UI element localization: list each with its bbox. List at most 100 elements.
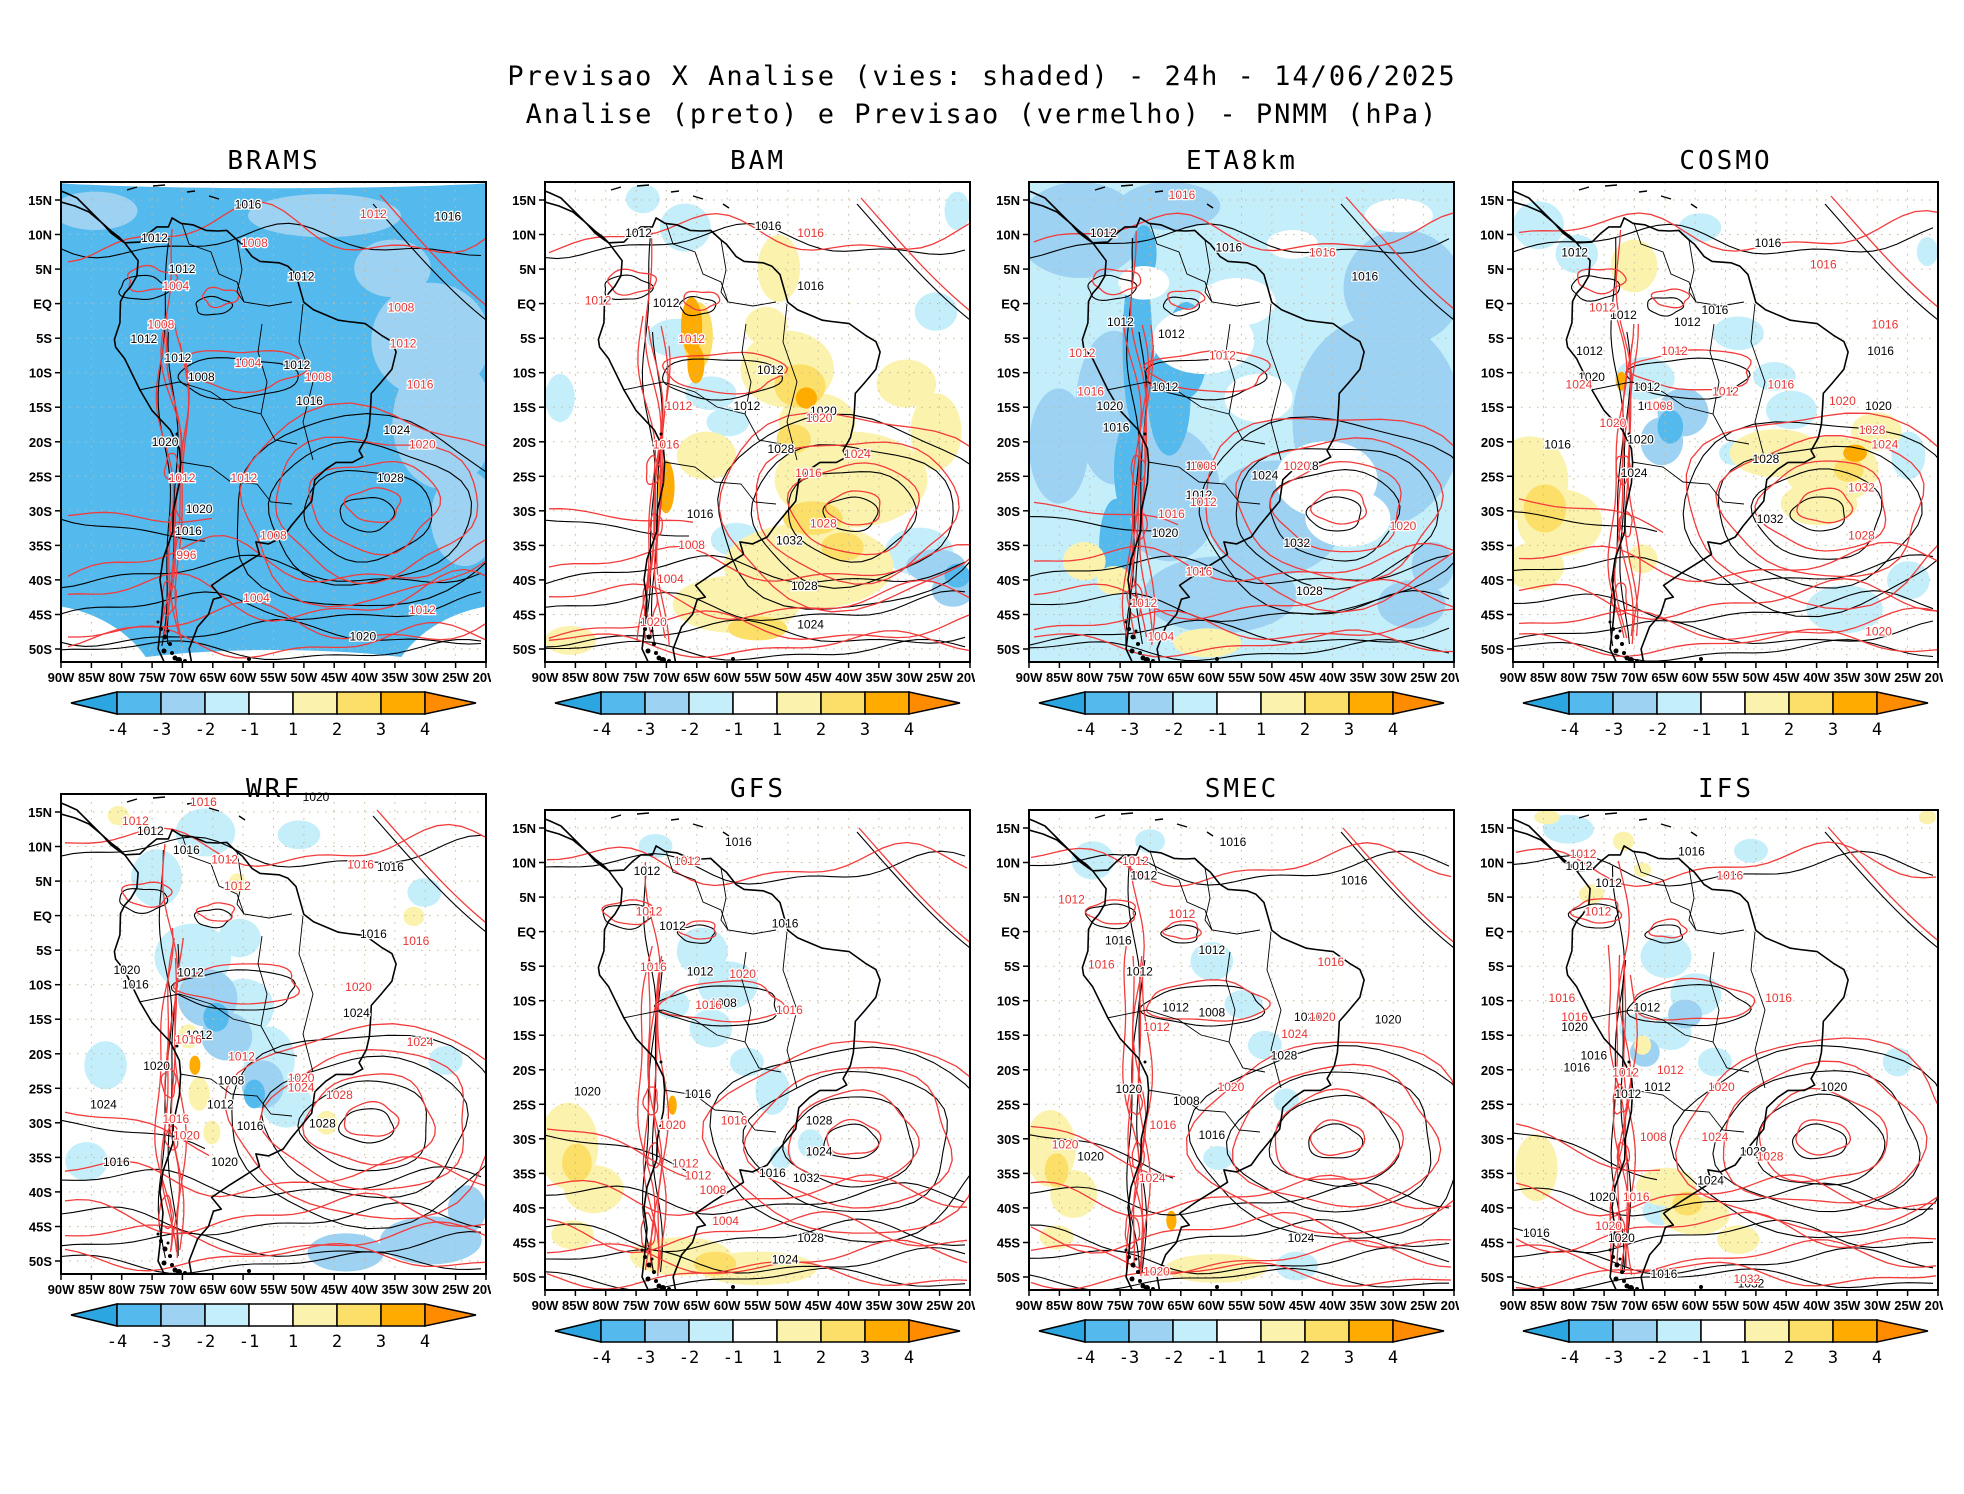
svg-text:1024: 1024 — [772, 1253, 799, 1267]
svg-text:1012: 1012 — [1058, 893, 1085, 907]
svg-text:1012: 1012 — [1661, 344, 1688, 358]
svg-text:15S: 15S — [997, 400, 1020, 415]
svg-text:1012: 1012 — [1570, 847, 1597, 861]
svg-text:40W: 40W — [835, 1298, 862, 1313]
svg-text:45S: 45S — [29, 608, 52, 623]
svg-text:45S: 45S — [513, 608, 536, 623]
svg-text:5N: 5N — [519, 890, 536, 905]
svg-text:25S: 25S — [29, 469, 52, 484]
svg-text:50W: 50W — [291, 1282, 318, 1297]
svg-text:1020: 1020 — [1152, 526, 1179, 540]
svg-text:15N: 15N — [28, 193, 52, 208]
svg-text:1008: 1008 — [188, 370, 215, 384]
svg-text:10S: 10S — [997, 994, 1020, 1009]
svg-text:1020: 1020 — [806, 411, 833, 425]
svg-text:1012: 1012 — [1069, 346, 1096, 360]
svg-text:30W: 30W — [1864, 1298, 1891, 1313]
colorbar-left-arrow — [70, 691, 118, 715]
svg-text:1016: 1016 — [1544, 437, 1571, 451]
lat-axis: 15N 10N 5N EQ 5S 10S 15S 20S 25S 30S 35S 40S 45S 50S — [28, 805, 61, 1269]
svg-text:1016: 1016 — [695, 998, 722, 1012]
svg-text:50S: 50S — [997, 1270, 1020, 1285]
svg-text:1012: 1012 — [186, 1028, 213, 1042]
bias-shading-patches — [545, 834, 824, 1286]
svg-text:25W: 25W — [442, 1282, 469, 1297]
svg-text:1028: 1028 — [797, 1231, 824, 1245]
svg-text:1016: 1016 — [434, 209, 461, 223]
svg-text:1020: 1020 — [303, 792, 330, 804]
svg-text:10N: 10N — [1480, 856, 1504, 871]
colorbar: -4 -3 -2 -1 1 2 3 4 — [554, 691, 961, 740]
svg-text:60W: 60W — [230, 670, 257, 685]
svg-text:1016: 1016 — [1309, 245, 1336, 259]
svg-text:65W: 65W — [683, 670, 710, 685]
svg-text:1028: 1028 — [1757, 1149, 1784, 1163]
colorbar-tick-label: -4 — [591, 1348, 611, 1368]
svg-text:80W: 80W — [1076, 670, 1103, 685]
svg-text:40W: 40W — [1319, 1298, 1346, 1313]
svg-text:10N: 10N — [1480, 228, 1504, 243]
svg-text:15N: 15N — [996, 193, 1020, 208]
svg-text:65W: 65W — [199, 1282, 226, 1297]
panel-ETA8km: ETA8km 1012 1016 1016 1012 1012 1012 1016 1020 10… — [989, 146, 1459, 740]
svg-text:EQ: EQ — [1485, 925, 1504, 940]
lon-axis: 90W 85W 80W 75W 70W 65W 60W 55W 50W 45W 40W 35W 30W 2… — [532, 1290, 975, 1313]
svg-text:1012: 1012 — [659, 919, 686, 933]
svg-text:1004: 1004 — [235, 356, 262, 370]
svg-text:1012: 1012 — [653, 296, 680, 310]
colorbar-tick-label: 4 — [904, 1348, 914, 1368]
svg-text:5N: 5N — [519, 262, 536, 277]
svg-text:50S: 50S — [29, 1254, 52, 1269]
svg-text:1012: 1012 — [228, 1049, 255, 1063]
colorbar-tick-label: -2 — [195, 1332, 215, 1352]
lat-axis: 15N 10N 5N EQ 5S 10S 15S 20S 25S 30S 35S 40S 45S 50S — [996, 193, 1029, 657]
svg-text:1008: 1008 — [1198, 1005, 1225, 1019]
svg-text:1016: 1016 — [1623, 1190, 1650, 1204]
svg-text:1012: 1012 — [674, 854, 701, 868]
svg-text:1028: 1028 — [810, 517, 837, 531]
svg-text:1016: 1016 — [755, 219, 782, 233]
svg-text:1028: 1028 — [1753, 452, 1780, 466]
svg-text:80W: 80W — [108, 670, 135, 685]
colorbar-tick-label: 2 — [816, 1348, 826, 1368]
lat-axis: 15N 10N 5N EQ 5S 10S 15S 20S 25S 30S 35S 40S 45S 50S — [1480, 193, 1513, 657]
colorbar-tick-label: 2 — [332, 720, 342, 740]
svg-text:50S: 50S — [997, 642, 1020, 657]
svg-text:85W: 85W — [1046, 1298, 1073, 1313]
lon-axis: 90W 85W 80W 75W 70W 65W 60W 55W 50W 45W 40W 35W 30W 2… — [1500, 1290, 1943, 1313]
colorbar-tick-label: -2 — [679, 1348, 699, 1368]
svg-text:20W: 20W — [473, 1282, 491, 1297]
colorbar-tick-label: 1 — [1256, 720, 1266, 740]
svg-text:1016: 1016 — [360, 927, 387, 941]
colorbar-tick-label: -2 — [1647, 720, 1667, 740]
svg-text:10S: 10S — [1481, 994, 1504, 1009]
svg-text:1012: 1012 — [1152, 380, 1179, 394]
svg-text:1012: 1012 — [224, 879, 251, 893]
svg-text:1012: 1012 — [169, 471, 196, 485]
svg-text:90W: 90W — [48, 670, 75, 685]
svg-text:35W: 35W — [382, 670, 409, 685]
lon-axis: 90W 85W 80W 75W 70W 65W 60W 55W 50W 45W 40W 35W 30W 2… — [48, 1274, 491, 1297]
svg-text:1012: 1012 — [1158, 327, 1185, 341]
svg-text:25S: 25S — [997, 1097, 1020, 1112]
svg-text:1020: 1020 — [1283, 459, 1310, 473]
svg-text:75W: 75W — [1591, 1298, 1618, 1313]
svg-text:35W: 35W — [866, 1298, 893, 1313]
svg-text:30S: 30S — [29, 1116, 52, 1131]
svg-text:15N: 15N — [1480, 821, 1504, 836]
contour-labels: 1016101610121012101210121012100810121016… — [129, 196, 462, 645]
svg-text:1024: 1024 — [90, 1097, 117, 1111]
svg-text:1020: 1020 — [114, 963, 141, 977]
svg-text:35S: 35S — [513, 1166, 536, 1181]
colorbar-tick-label: -4 — [1075, 720, 1095, 740]
svg-text:15S: 15S — [997, 1028, 1020, 1043]
svg-text:1012: 1012 — [1712, 385, 1739, 399]
svg-text:1016: 1016 — [175, 1033, 202, 1047]
svg-text:30W: 30W — [896, 1298, 923, 1313]
svg-text:90W: 90W — [532, 1298, 559, 1313]
svg-text:20W: 20W — [1441, 670, 1459, 685]
svg-text:10S: 10S — [1481, 366, 1504, 381]
figure-title-line1: Previsao X Analise (vies: shaded) - 24h … — [507, 61, 1457, 92]
svg-text:65W: 65W — [1167, 670, 1194, 685]
svg-text:55W: 55W — [744, 1298, 771, 1313]
